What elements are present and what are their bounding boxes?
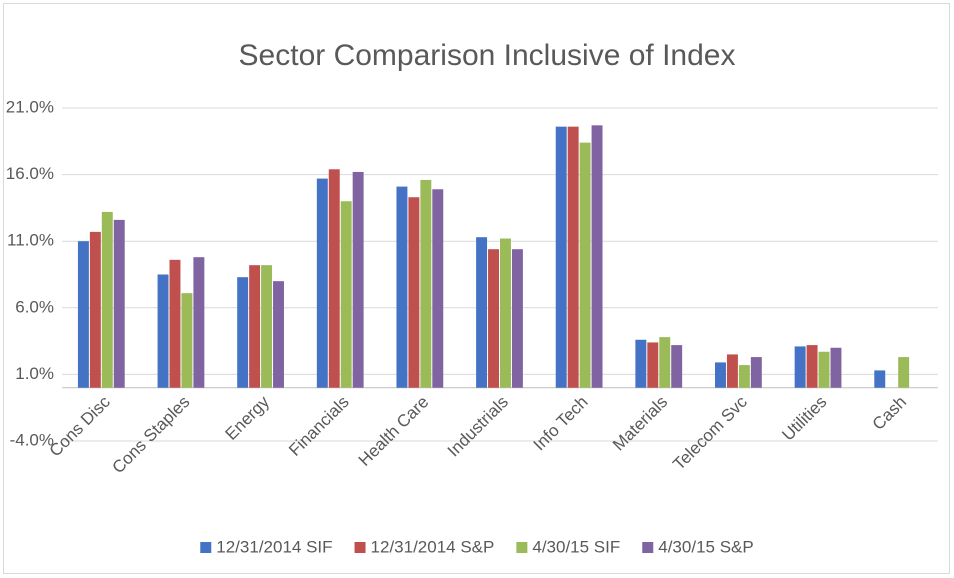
bar (671, 345, 683, 388)
y-tick-label: 21.0% (6, 97, 54, 116)
bar (830, 347, 842, 388)
legend-swatch (200, 542, 212, 553)
bar (647, 342, 659, 388)
y-tick-label: 11.0% (7, 231, 54, 250)
legend-label: 4/30/15 SIF (532, 537, 620, 556)
bar (898, 357, 910, 388)
y-tick-label: 6.0% (15, 297, 54, 316)
bar (750, 357, 762, 388)
bar (579, 142, 591, 388)
bar (555, 126, 567, 388)
legend-label: 12/31/2014 SIF (216, 537, 332, 556)
legend-swatch (516, 542, 528, 553)
bar (818, 351, 830, 388)
bar (316, 178, 328, 388)
bar (420, 179, 432, 388)
bar (511, 249, 523, 388)
legend-swatch (642, 542, 654, 553)
bar (591, 125, 603, 388)
bar (77, 241, 89, 388)
bar (261, 265, 273, 388)
bar (476, 237, 488, 388)
bar (352, 171, 364, 388)
chart-title: Sector Comparison Inclusive of Index (239, 39, 736, 72)
bar (488, 249, 499, 388)
bar (567, 126, 579, 388)
legend-item: 4/30/15 S&P (642, 537, 754, 556)
legend-swatch (354, 542, 366, 553)
bar (237, 277, 249, 388)
bar (396, 186, 408, 388)
bar (715, 362, 726, 388)
bar (328, 169, 340, 388)
bar (806, 345, 818, 388)
y-tick-label: 16.0% (6, 164, 54, 183)
bar (273, 281, 284, 388)
bar (432, 189, 444, 388)
bar (113, 219, 125, 388)
y-tick-label: -4.0% (10, 430, 54, 449)
bar (89, 231, 101, 388)
y-tick-label: 1.0% (15, 364, 54, 383)
legend-item: 12/31/2014 S&P (354, 537, 495, 556)
bar (738, 365, 750, 388)
legend-item: 4/30/15 SIF (516, 537, 620, 556)
legend-item: 12/31/2014 SIF (200, 537, 333, 556)
bar (794, 346, 806, 388)
bar (874, 370, 886, 388)
bar (101, 211, 113, 388)
bar (408, 197, 420, 388)
bar (635, 339, 647, 388)
bar (169, 259, 181, 388)
bar (249, 265, 261, 388)
bar (193, 257, 205, 388)
bar (500, 238, 511, 388)
legend-label: 4/30/15 S&P (658, 537, 753, 556)
bar (157, 274, 169, 388)
bar (340, 201, 352, 388)
bar (181, 293, 193, 388)
bar (726, 354, 738, 388)
bar (659, 337, 671, 388)
legend-label: 12/31/2014 S&P (371, 537, 495, 556)
